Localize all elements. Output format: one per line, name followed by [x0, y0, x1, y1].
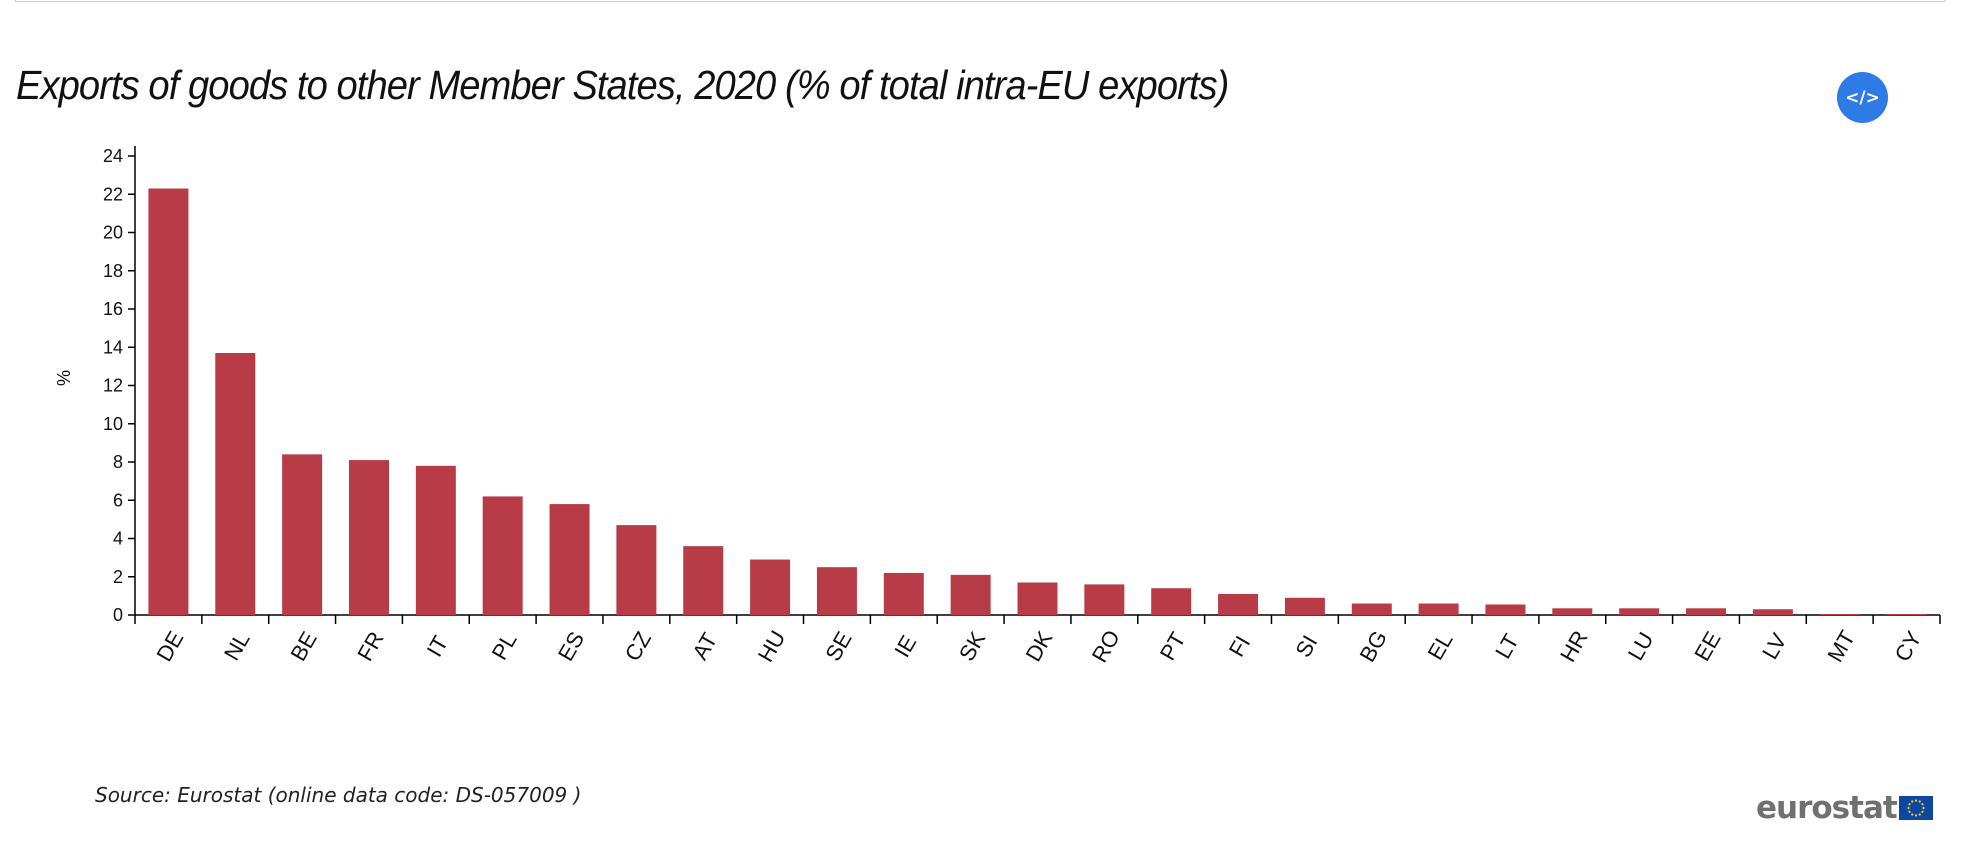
bar-el[interactable]: [1418, 603, 1459, 615]
bar-ro[interactable]: [1084, 584, 1125, 615]
x-tick-label: SI: [1290, 631, 1322, 662]
chart-title: Exports of goods to other Member States,…: [16, 62, 1229, 108]
bar-cy[interactable]: [1886, 614, 1927, 615]
x-tick-label: IE: [889, 631, 921, 662]
x-tick-label: MT: [1822, 626, 1860, 666]
bar-nl[interactable]: [215, 352, 256, 615]
bar-ee[interactable]: [1686, 608, 1727, 615]
x-tick-label: IT: [422, 632, 453, 661]
bar-be[interactable]: [282, 454, 323, 615]
embed-code-button[interactable]: </>: [1837, 72, 1888, 123]
x-tick-label: BG: [1354, 626, 1392, 666]
x-tick-label: FR: [352, 627, 388, 665]
bar-hr[interactable]: [1552, 608, 1593, 615]
x-tick-label: EE: [1689, 627, 1725, 665]
x-tick-label: HU: [753, 626, 791, 666]
y-tick-label: 0: [113, 605, 123, 625]
bar-lt[interactable]: [1485, 604, 1526, 615]
x-tick-label: LU: [1623, 628, 1659, 665]
top-border: [15, 0, 1945, 2]
code-icon: </>: [1845, 87, 1880, 108]
bar-se[interactable]: [816, 567, 857, 615]
bar-cz[interactable]: [616, 525, 657, 615]
x-tick-label: BE: [285, 627, 321, 665]
y-tick-label: 8: [113, 452, 123, 472]
x-tick-label: CY: [1890, 626, 1927, 665]
x-tick-label: DK: [1021, 626, 1058, 665]
bar-fr[interactable]: [348, 460, 389, 615]
x-tick-label: SK: [954, 627, 990, 665]
eu-flag-icon: [1898, 796, 1933, 820]
bar-fi[interactable]: [1218, 593, 1259, 615]
bar-hu[interactable]: [750, 559, 791, 615]
bar-ie[interactable]: [883, 572, 924, 615]
bar-lv[interactable]: [1752, 609, 1793, 615]
y-tick-label: 16: [103, 299, 123, 319]
x-tick-label: SE: [820, 627, 856, 665]
x-tick-label: LT: [1490, 630, 1524, 663]
bar-pl[interactable]: [482, 496, 523, 615]
bar-de[interactable]: [148, 188, 189, 615]
y-tick-label: 20: [103, 223, 123, 243]
x-tick-label: CZ: [620, 627, 656, 665]
y-tick-label: 24: [103, 146, 123, 166]
y-tick-label: 14: [103, 337, 123, 357]
x-tick-label: HR: [1555, 626, 1593, 666]
x-tick-label: RO: [1087, 626, 1125, 667]
bar-pt[interactable]: [1151, 588, 1192, 615]
y-axis-label: %: [54, 370, 74, 386]
y-tick-label: 12: [103, 376, 123, 396]
x-tick-label: LV: [1757, 629, 1791, 664]
logo-wordmark: eurostat: [1756, 790, 1898, 826]
x-tick-label: EL: [1423, 628, 1458, 664]
x-tick-label: FI: [1224, 632, 1255, 661]
eurostat-logo: eurostat: [1756, 790, 1933, 826]
x-tick-label: NL: [219, 628, 255, 665]
y-tick-label: 4: [113, 529, 123, 549]
x-tick-label: AT: [687, 629, 722, 664]
x-axis: DE NL BE FR IT PL ES CZ AT HU SE IE SK DK RO PT FI SI BG EL…: [134, 614, 1941, 667]
source-note: Source: Eurostat (online data code: DS-0…: [95, 783, 582, 807]
x-tick-label: PT: [1155, 628, 1191, 665]
bar-at[interactable]: [683, 546, 724, 615]
x-tick-label: PL: [487, 628, 522, 664]
bar-lu[interactable]: [1619, 608, 1660, 615]
bar-dk[interactable]: [1017, 582, 1058, 615]
y-tick-label: 22: [103, 184, 123, 204]
bar-si[interactable]: [1284, 597, 1325, 615]
y-tick-label: 2: [113, 567, 123, 587]
x-tick-label: DE: [151, 627, 188, 666]
bar-it[interactable]: [415, 465, 456, 615]
y-tick-label: 18: [103, 261, 123, 281]
bar-bg[interactable]: [1351, 603, 1392, 615]
x-tick-label: ES: [553, 627, 589, 665]
bar-mt[interactable]: [1819, 614, 1860, 615]
bar-es[interactable]: [549, 504, 590, 615]
bars: [148, 188, 1927, 615]
y-tick-label: 6: [113, 490, 123, 510]
bar-sk[interactable]: [950, 574, 991, 615]
y-tick-label: 10: [103, 414, 123, 434]
